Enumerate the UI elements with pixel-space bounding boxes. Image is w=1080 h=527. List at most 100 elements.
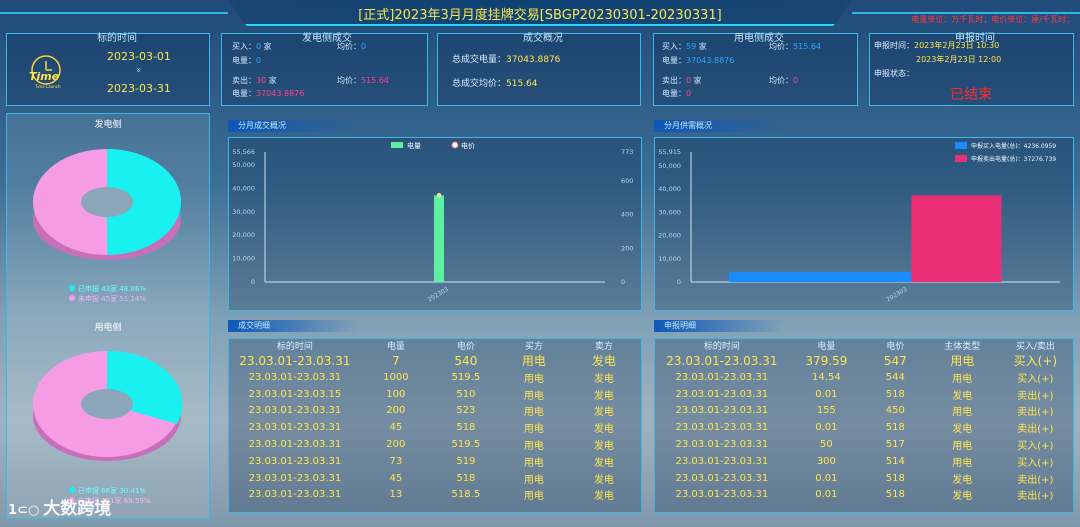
- legend-swatch-electricity: [391, 142, 403, 148]
- table-cell: 100: [386, 388, 406, 400]
- bar-electricity: [434, 195, 444, 282]
- trade-detail-panel: 标的时间 电量 电价 买方 卖方 23.03.01-23.03.31 7 540 用电…: [228, 338, 642, 513]
- table-cell: 发电: [593, 457, 614, 469]
- supply-chart: 55,915 50,000 40,000 30,000 20,000 10,000 0 202…: [658, 142, 1060, 303]
- legend-swatch-buy: [955, 142, 967, 149]
- x-tick-label: 202303: [427, 286, 450, 304]
- y-tick-label: 20,000: [658, 232, 681, 240]
- table-cell: 14.54: [812, 371, 841, 383]
- use-buy-price: 515.64: [793, 42, 821, 51]
- table-cell: 518: [885, 489, 905, 501]
- overview-title: 成交概况: [523, 33, 563, 44]
- gen-buy-price: 0: [361, 42, 367, 51]
- table-row: 23.03.01-23.03.31 0.01 518 发电 卖出(+): [655, 470, 1073, 487]
- col-header: 买方: [524, 342, 543, 352]
- table-cell: 用电: [952, 373, 973, 385]
- gen-side-trade-title: 发电侧成交: [302, 33, 352, 44]
- table-cell: 23.03.01-23.03.31: [675, 472, 769, 484]
- table-cell: 523: [456, 405, 476, 417]
- declare-status-label: 申报状态：: [874, 69, 914, 78]
- table-cell: 23.03.01-23.03.31: [248, 422, 342, 434]
- declare-tag: 申报明细: [654, 320, 784, 332]
- table-cell: 517: [885, 439, 905, 451]
- y2-tick-label: 773: [621, 148, 633, 156]
- point-price: [436, 193, 442, 198]
- table-row: 23.03.01-23.03.31 1000 519.5 用电 发电: [229, 369, 641, 386]
- table-cell: 23.03.01-23.03.31: [675, 371, 769, 383]
- y-tick-label: 55,566: [232, 148, 255, 156]
- declare-time-title: 申报时间: [955, 33, 995, 44]
- y-tick-label: 0: [677, 278, 681, 286]
- table-cell: 450: [885, 405, 905, 417]
- table-cell: 0.01: [815, 472, 838, 484]
- table-row: 23.03.01-23.03.15 100 510 用电 发电: [229, 386, 641, 403]
- monthly-trade-tag: 分月成交概况: [228, 120, 358, 132]
- use-sell-price: 0: [793, 76, 799, 85]
- y-tick-label: 30,000: [658, 208, 681, 216]
- gen-sell-qty: 37043.8876: [256, 89, 305, 98]
- y-tick-label: 20,000: [232, 231, 255, 239]
- table-cell: 200: [386, 405, 406, 417]
- monthly-trade-chart: 55,566 50,000 40,000 30,000 20,000 10,000 0 773…: [232, 141, 633, 304]
- table-cell: 23.03.01-23.03.31: [675, 489, 769, 501]
- legend-label-sell: 申报卖出电量(总)：37276.739: [971, 155, 1056, 163]
- table-cell: 发电: [952, 474, 973, 486]
- col-header: 电量: [386, 342, 405, 352]
- arrow-down-icon: »: [132, 67, 143, 73]
- use-pie-title: 用电侧: [94, 323, 122, 333]
- table-cell: 用电: [523, 441, 544, 453]
- declare-start: 2023年2月23日 10:30: [914, 41, 1000, 50]
- table-row: 23.03.01-23.03.31 300 514 用电 买入(+): [655, 453, 1073, 470]
- table-cell: 发电: [593, 373, 614, 385]
- col-header: 电价: [886, 342, 905, 352]
- pie-column: 发电侧 已申报 43家 48.86% 未申报 45家 51.14% 用电侧 已申…: [6, 113, 210, 519]
- table-cell: 用电: [952, 457, 973, 469]
- table-row: 23.03.01-23.03.31 13 518.5 用电 发电: [229, 487, 641, 504]
- table-cell: 23.03.01-23.03.31: [248, 405, 342, 417]
- table-cell: 用电: [952, 407, 973, 419]
- table-cell: 0.01: [815, 422, 838, 434]
- table-row: 23.03.01-23.03.31 200 523 用电 发电: [229, 403, 641, 420]
- table-cell: 卖出(+): [1017, 424, 1054, 436]
- gen-pie-chart: [33, 149, 181, 260]
- table-cell: 0.01: [815, 489, 838, 501]
- table-cell: 23.03.01-23.03.31: [248, 439, 342, 451]
- supply-chart-box: 55,915 50,000 40,000 30,000 20,000 10,000 0 202…: [654, 137, 1074, 311]
- table-cell: 300: [816, 455, 836, 467]
- table-cell: 518: [456, 472, 476, 484]
- y-tick-label: 10,000: [232, 255, 255, 263]
- table-row: 23.03.01-23.03.31 0.01 518 发电 卖出(+): [655, 419, 1073, 436]
- table-row: 23.03.01-23.03.31 50 517 用电 买入(+): [655, 436, 1073, 453]
- table-cell: 发电: [593, 474, 614, 486]
- table-row: 23.03.01-23.03.31 0.01 518 发电 卖出(+): [655, 386, 1073, 403]
- gen-buy-qty: 0: [256, 56, 262, 65]
- y2-tick-label: 600: [621, 177, 633, 185]
- y-tick-label: 50,000: [232, 161, 255, 169]
- table-cell: 23.03.01-23.03.31: [248, 371, 342, 383]
- table-cell: 519.5: [451, 371, 481, 383]
- table-cell: 45: [389, 422, 403, 434]
- summary-row: 23.03.01-23.03.31 7 540 用电 发电: [239, 353, 616, 369]
- table-cell: 50: [820, 439, 833, 451]
- logo-text: Time: [29, 70, 60, 83]
- table-row: 23.03.01-23.03.31 14.54 544 用电 买入(+): [655, 369, 1073, 386]
- declare-detail-table: 标的时间 电量 电价 主体类型 买入/卖出 23.03.01-23.03.31 3…: [655, 339, 1073, 503]
- table-cell: 514: [885, 455, 905, 467]
- table-cell: 155: [816, 405, 836, 417]
- use-side-trade-panel: 用电侧成交 买入：59 家 均价：515.64 电量：37043.8876 卖出…: [653, 33, 858, 106]
- table-cell: 买入(+): [1017, 457, 1054, 469]
- table-cell: 13: [389, 489, 403, 501]
- table-cell: 卖出(+): [1017, 474, 1054, 486]
- gen-sell-count: 30: [256, 76, 267, 85]
- time-panel: 标的时间 Time Time Launch 2023-03-01 » 2023-…: [6, 33, 210, 106]
- table-cell: 1000: [383, 371, 409, 383]
- table-cell: 23.03.01-23.03.31: [675, 388, 769, 400]
- table-cell: 卖出(+): [1017, 390, 1054, 402]
- table-cell: 519.5: [451, 439, 481, 451]
- col-header: 标的时间: [276, 342, 313, 352]
- summary-row: 23.03.01-23.03.31 379.59 547 用电 买入(+): [666, 353, 1058, 369]
- table-cell: 发电: [952, 390, 973, 402]
- table-row: 23.03.01-23.03.31 73 519 用电 发电: [229, 453, 641, 470]
- table-cell: 73: [389, 455, 403, 467]
- use-buy-qty: 37043.8876: [686, 56, 735, 65]
